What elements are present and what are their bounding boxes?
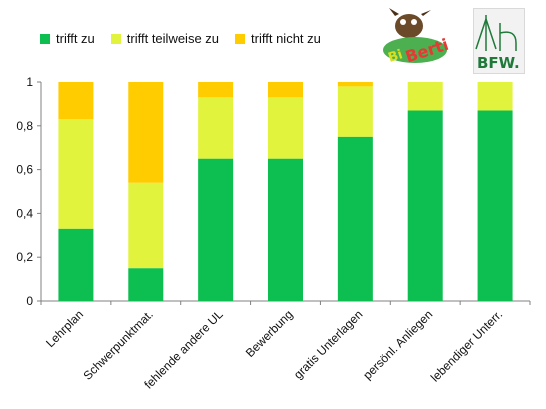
bar-segment: [58, 228, 94, 301]
bar-segment: [58, 82, 94, 120]
svg-text:Bi: Bi: [386, 47, 404, 66]
berti-logo: Bi Berti: [381, 8, 461, 68]
y-tick-label: 1: [26, 75, 33, 89]
legend-label: trifft zu: [56, 31, 95, 46]
bar-segment: [407, 110, 443, 301]
bar-segment: [128, 268, 164, 301]
legend-label: trifft teilweise zu: [126, 31, 220, 46]
x-tick-label: Schwerpunktmat.: [80, 307, 155, 382]
legend-label: trifft nicht zu: [251, 31, 321, 46]
bar-segment: [337, 136, 373, 301]
bar-segment: [128, 182, 164, 269]
bar-segment: [198, 82, 234, 98]
bar-segment: [58, 119, 94, 229]
x-tick-label: Bewerbung: [243, 307, 296, 360]
bar-segment: [337, 82, 373, 87]
bar-segment: [198, 158, 234, 301]
x-tick-label: persönl. Anliegen: [360, 307, 435, 382]
chart-legend: trifft zu trifft teilweise zu trifft nicht…: [40, 31, 337, 46]
legend-swatch: [110, 33, 121, 44]
bar-segment: [198, 97, 234, 159]
bar-segment: [477, 82, 513, 111]
x-tick-label: lebendiger Unterr.: [428, 307, 505, 384]
bar-segment: [477, 110, 513, 301]
bar-segment: [407, 82, 443, 111]
svg-text:BFW.: BFW.: [477, 54, 520, 72]
legend-swatch: [40, 33, 50, 44]
bar-segment: [268, 82, 303, 98]
legend-item: trifft zu: [40, 31, 95, 46]
bar-segment: [337, 86, 373, 137]
bar-segment: [268, 158, 303, 301]
y-tick-label: 0,4: [16, 206, 33, 220]
x-tick-label: fehlende andere UL: [141, 307, 226, 392]
legend-item: trifft nicht zu: [235, 31, 321, 46]
y-tick-label: 0,2: [16, 250, 33, 264]
y-tick-label: 0,6: [16, 163, 33, 177]
x-tick-label: gratis Unterlagen: [291, 307, 366, 382]
legend-swatch: [235, 33, 246, 44]
legend-item: trifft teilweise zu: [110, 31, 220, 46]
x-tick-label: Lehrplan: [43, 307, 86, 350]
bfw-logo: BFW.: [473, 8, 525, 74]
y-tick-label: 0: [26, 294, 33, 308]
bar-segment: [128, 82, 164, 183]
bar-segment: [268, 97, 303, 159]
y-tick-label: 0,8: [16, 119, 33, 133]
